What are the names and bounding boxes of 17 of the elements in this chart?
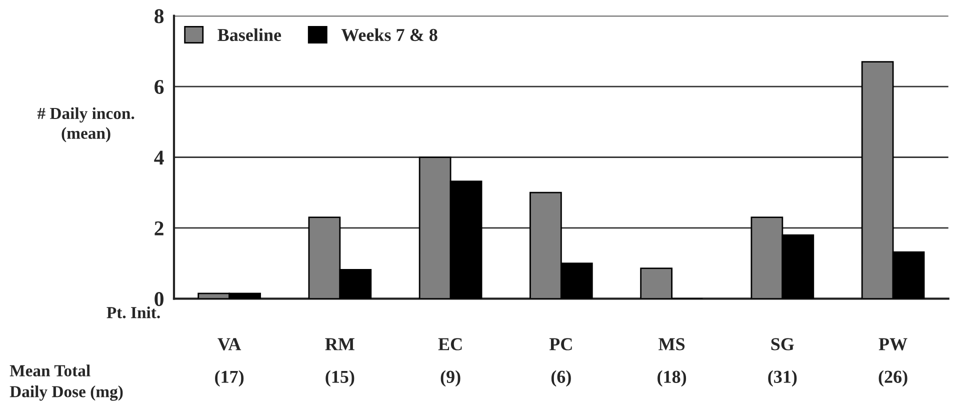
text: Pt. Init.: [106, 306, 160, 318]
y-axis-title: # Daily incon. (mean): [37, 107, 134, 142]
y-tick-label: 6: [154, 80, 164, 94]
text: Mean Total Daily Dose (mg): [10, 364, 123, 401]
x-tick-label: PW (26): [878, 338, 908, 387]
y-tick-label: 2: [154, 221, 164, 236]
x-tick-label: VA (17): [215, 338, 244, 387]
x-tick-label: SG (31): [768, 338, 797, 387]
x-tick-label: MS (18): [658, 338, 686, 387]
legend-label: Weeks 7 & 8: [341, 28, 438, 42]
legend-label: Baseline: [218, 28, 282, 42]
y-tick-label: 0: [154, 292, 164, 306]
y-tick-label: 8: [154, 9, 164, 24]
x-tick-label: EC (9): [438, 338, 462, 387]
x-tick-label: PC (6): [549, 338, 572, 387]
x-tick-label: RM (15): [325, 338, 354, 387]
y-tick-label: 4: [154, 150, 164, 164]
